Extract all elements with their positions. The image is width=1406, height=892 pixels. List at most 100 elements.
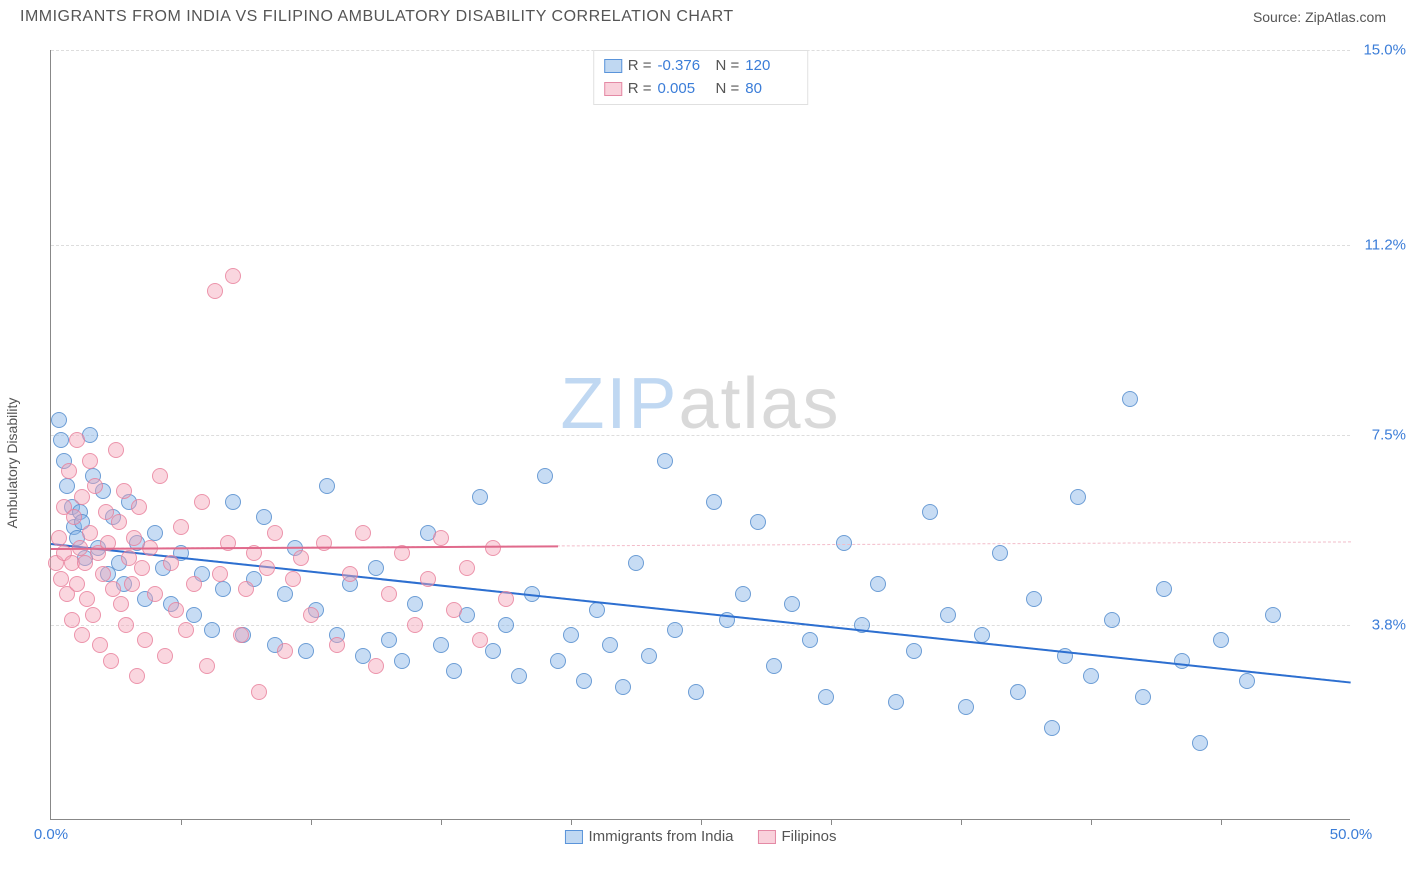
scatter-point — [66, 509, 82, 525]
legend-item-2: Filipinos — [758, 828, 837, 845]
scatter-point — [303, 607, 319, 623]
scatter-point — [355, 525, 371, 541]
scatter-point — [802, 632, 818, 648]
scatter-point — [186, 576, 202, 592]
scatter-point — [940, 607, 956, 623]
scatter-point — [888, 694, 904, 710]
swatch-blue-icon — [564, 830, 582, 844]
scatter-point — [329, 637, 345, 653]
x-tick-label: 0.0% — [34, 826, 68, 843]
scatter-point — [381, 586, 397, 602]
scatter-point — [407, 617, 423, 633]
scatter-point — [82, 453, 98, 469]
scatter-point — [277, 643, 293, 659]
scatter-point — [446, 663, 462, 679]
scatter-point — [186, 607, 202, 623]
x-tick-minor — [1091, 819, 1092, 825]
gridline — [51, 625, 1350, 626]
scatter-point — [922, 504, 938, 520]
scatter-point — [103, 653, 119, 669]
scatter-point — [485, 643, 501, 659]
scatter-point — [59, 478, 75, 494]
scatter-point — [407, 596, 423, 612]
scatter-point — [251, 684, 267, 700]
scatter-point — [285, 571, 301, 587]
scatter-point — [113, 596, 129, 612]
scatter-point — [131, 499, 147, 515]
scatter-point — [108, 442, 124, 458]
scatter-point — [1122, 391, 1138, 407]
scatter-point — [126, 530, 142, 546]
scatter-point — [368, 658, 384, 674]
scatter-point — [298, 643, 314, 659]
scatter-point — [147, 525, 163, 541]
scatter-point — [589, 602, 605, 618]
scatter-point — [1104, 612, 1120, 628]
x-tick-minor — [441, 819, 442, 825]
y-tick-label: 15.0% — [1363, 42, 1406, 59]
r-label: R = — [628, 78, 652, 101]
scatter-point — [87, 478, 103, 494]
scatter-point — [1083, 668, 1099, 684]
y-axis-label: Ambulatory Disability — [4, 398, 20, 529]
y-tick-label: 3.8% — [1372, 616, 1406, 633]
watermark-zip: ZIP — [560, 364, 678, 444]
scatter-point — [784, 596, 800, 612]
scatter-point — [152, 468, 168, 484]
scatter-point — [207, 283, 223, 299]
scatter-point — [1044, 720, 1060, 736]
y-tick-label: 7.5% — [1372, 427, 1406, 444]
source-attribution: Source: ZipAtlas.com — [1253, 9, 1386, 25]
scatter-point — [958, 699, 974, 715]
scatter-point — [163, 555, 179, 571]
scatter-point — [485, 540, 501, 556]
scatter-point — [641, 648, 657, 664]
scatter-point — [61, 463, 77, 479]
scatter-point — [225, 268, 241, 284]
scatter-point — [537, 468, 553, 484]
r-value-2: 0.005 — [658, 78, 710, 101]
scatter-point — [498, 591, 514, 607]
scatter-point — [173, 519, 189, 535]
scatter-point — [735, 586, 751, 602]
scatter-point — [64, 612, 80, 628]
scatter-point — [433, 637, 449, 653]
scatter-point — [267, 525, 283, 541]
x-tick-minor — [571, 819, 572, 825]
watermark: ZIPatlas — [560, 363, 840, 445]
scatter-point — [1026, 591, 1042, 607]
correlation-row-2: R = 0.005 N = 80 — [604, 78, 798, 101]
legend-label-2: Filipinos — [782, 828, 837, 845]
scatter-point — [69, 576, 85, 592]
scatter-point — [293, 550, 309, 566]
legend-item-1: Immigrants from India — [564, 828, 733, 845]
swatch-blue-icon — [604, 59, 622, 73]
scatter-point — [446, 602, 462, 618]
n-label: N = — [716, 78, 740, 101]
scatter-point — [259, 560, 275, 576]
scatter-point — [1265, 607, 1281, 623]
y-tick-label: 11.2% — [1365, 237, 1406, 254]
scatter-point — [124, 576, 140, 592]
legend-label-1: Immigrants from India — [588, 828, 733, 845]
gridline — [51, 245, 1350, 246]
scatter-point — [368, 560, 384, 576]
scatter-point — [766, 658, 782, 674]
scatter-point — [750, 514, 766, 530]
source-link[interactable]: ZipAtlas.com — [1305, 9, 1386, 25]
scatter-point — [277, 586, 293, 602]
scatter-point — [1174, 653, 1190, 669]
scatter-point — [511, 668, 527, 684]
scatter-point — [129, 668, 145, 684]
scatter-point — [906, 643, 922, 659]
plot-area: ZIPatlas R = -0.376 N = 120 R = 0.005 N … — [50, 50, 1350, 820]
n-value-1: 120 — [745, 55, 797, 78]
n-value-2: 80 — [745, 78, 797, 101]
scatter-point — [118, 617, 134, 633]
scatter-point — [51, 530, 67, 546]
scatter-point — [82, 525, 98, 541]
scatter-point — [433, 530, 449, 546]
scatter-point — [394, 653, 410, 669]
x-tick-minor — [181, 819, 182, 825]
scatter-point — [657, 453, 673, 469]
